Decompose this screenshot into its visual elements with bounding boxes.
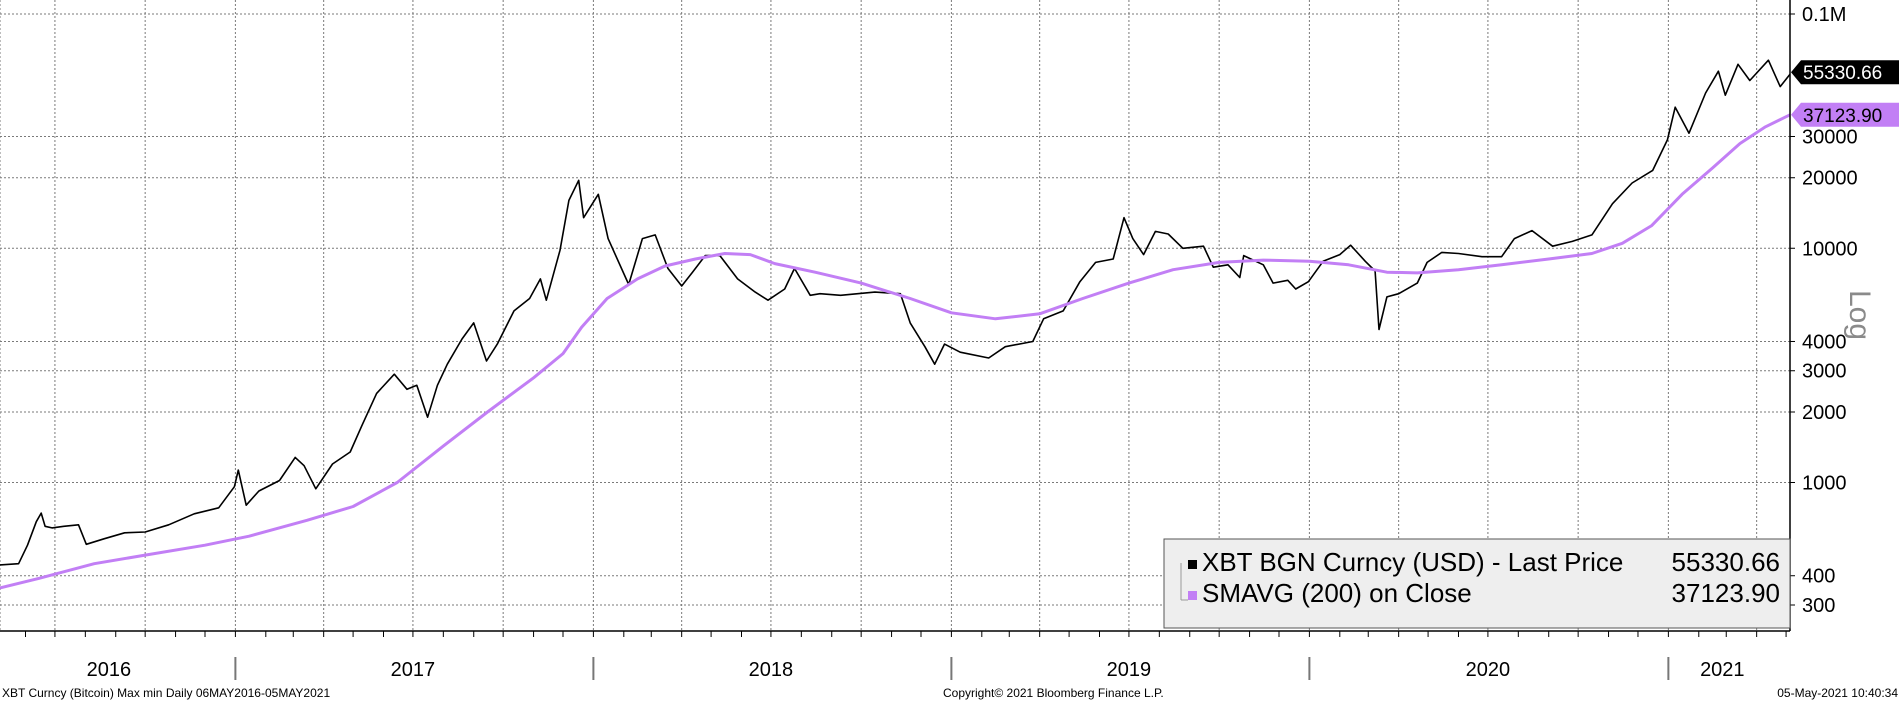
sma-series-line: [0, 113, 1791, 590]
sma-last-value-label: 37123.90: [1803, 106, 1882, 127]
x-year-label: 2020: [1466, 659, 1511, 681]
legend-label: SMAVG (200) on Close: [1202, 578, 1472, 608]
series-layer: [0, 59, 1791, 590]
footer-timestamp: 05-May-2021 10:40:34: [1777, 686, 1898, 700]
legend-swatch-price: [1188, 560, 1197, 569]
legend-swatch-sma: [1188, 591, 1197, 600]
sma-last-value-tag: [1791, 102, 1899, 127]
x-year-label: 2016: [87, 659, 132, 681]
footer-copyright: Copyright© 2021 Bloomberg Finance L.P.: [943, 686, 1164, 700]
y-tick-label: 3000: [1802, 361, 1847, 383]
legend-box: [1163, 538, 1791, 629]
legend-value: 55330.66: [1672, 547, 1780, 577]
x-year-label: 2021: [1700, 659, 1745, 681]
x-year-label: 2019: [1107, 659, 1152, 681]
y-tick-label: 20000: [1802, 168, 1858, 190]
y-tick-label: 0.1M: [1802, 4, 1846, 26]
grid-lines: [0, 0, 1790, 631]
price-last-value-tag: [1791, 60, 1899, 85]
x-year-label: 2018: [749, 659, 794, 681]
y-tick-label: 300: [1802, 595, 1835, 617]
y-axis-title: Log: [1843, 290, 1876, 340]
price-series-line: [0, 59, 1791, 566]
x-year-label: 2017: [391, 659, 436, 681]
legend-value: 37123.90: [1672, 578, 1780, 608]
y-tick-label: 1000: [1802, 473, 1847, 495]
y-tick-label: 10000: [1802, 238, 1858, 260]
y-tick-label: 2000: [1802, 402, 1847, 424]
legend: XBT BGN Curncy (USD) - Last Price 55330.6…: [1163, 538, 1791, 629]
price-last-value-label: 55330.66: [1803, 63, 1882, 84]
footer-security-info: XBT Curncy (Bitcoin) Max min Daily 06MAY…: [2, 686, 331, 700]
axes: 0.1M 30000 20000 10000 4000 3000 2000 1000 400 30…: [0, 0, 1899, 681]
y-tick-label: 30000: [1802, 126, 1858, 148]
y-tick-label: 400: [1802, 566, 1835, 588]
y-tick-label: 4000: [1802, 331, 1847, 353]
legend-label: XBT BGN Curncy (USD) - Last Price: [1202, 547, 1623, 577]
